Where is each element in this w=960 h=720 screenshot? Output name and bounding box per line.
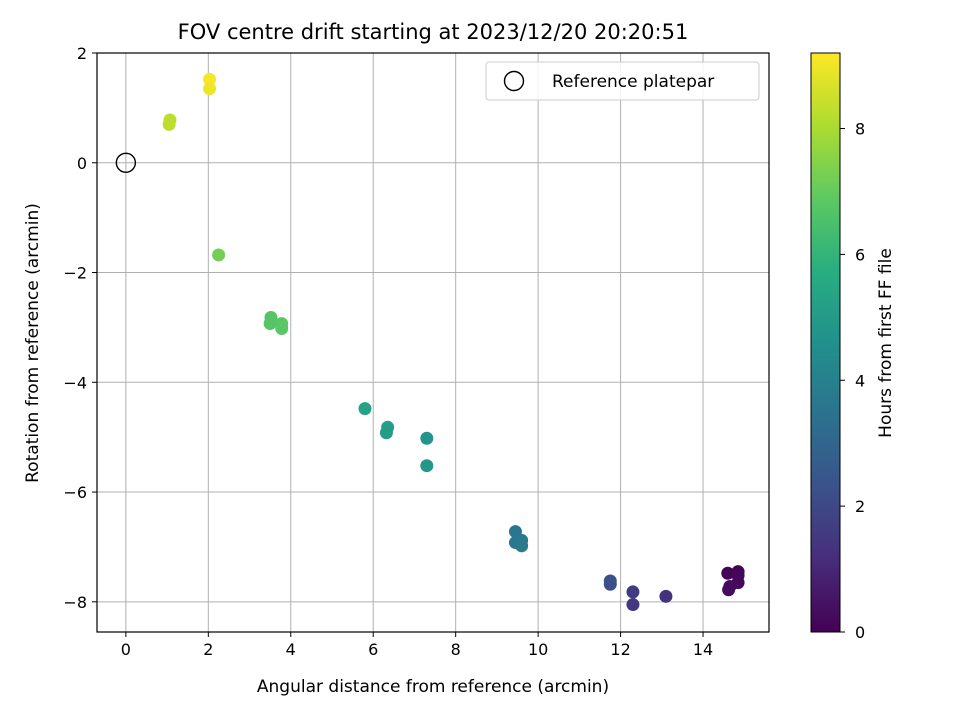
x-tick-label: 14 [693, 640, 713, 659]
colorbar-tick-label: 4 [855, 371, 865, 390]
colorbar-label: Hours from first FF file [876, 248, 896, 438]
x-tick-label: 10 [528, 640, 548, 659]
x-axis-ticks: 0 2 4 6 8 10 12 14 [121, 632, 713, 659]
data-point [659, 589, 673, 603]
x-tick-label: 6 [368, 640, 378, 659]
colorbar-tick-label: 8 [855, 120, 865, 139]
data-point [358, 402, 372, 416]
y-axis-ticks: −8 −6 −4 −2 0 2 [63, 44, 97, 612]
y-tick-label: −4 [63, 373, 87, 392]
y-tick-label: −8 [63, 593, 87, 612]
legend-reference-marker [503, 70, 525, 92]
x-tick-label: 12 [610, 640, 630, 659]
y-axis-label: Rotation from reference (arcmin) [23, 203, 43, 483]
data-point [212, 248, 226, 262]
legend-box [485, 61, 760, 101]
data-point [603, 577, 617, 591]
data-point [379, 426, 393, 440]
data-point [420, 459, 434, 473]
y-tick-label: 0 [77, 154, 87, 173]
data-point [203, 82, 217, 96]
y-tick-label: −6 [63, 483, 87, 502]
y-tick-label: −2 [63, 264, 87, 283]
reference-marker-group [115, 152, 137, 173]
x-axis-label: Angular distance from reference (arcmin) [257, 677, 609, 697]
reference-platepar-marker [115, 152, 137, 173]
data-point [721, 566, 735, 580]
colorbar-tick-label: 2 [855, 497, 865, 516]
x-tick-label: 8 [451, 640, 461, 659]
data-point [162, 117, 176, 131]
data-point [626, 598, 640, 612]
colorbar-tick-label: 0 [855, 623, 865, 642]
colorbar-ticks: 0 2 4 6 8 [840, 120, 865, 642]
y-tick-label: 2 [77, 44, 87, 63]
data-point [515, 539, 529, 553]
data-points [162, 72, 745, 612]
colorbar: 0 2 4 6 8 Hours from first FF file [810, 52, 896, 642]
legend: Reference platepar [485, 61, 760, 101]
data-point [275, 322, 289, 336]
data-point [420, 431, 434, 445]
plot-frame [96, 52, 770, 633]
data-point [626, 585, 640, 599]
legend-entry-reference-platepar: Reference platepar [552, 72, 714, 92]
x-tick-label: 4 [286, 640, 296, 659]
chart-title: FOV centre drift starting at 2023/12/20 … [178, 20, 689, 44]
data-point [722, 583, 736, 597]
x-tick-label: 2 [203, 640, 213, 659]
colorbar-gradient [810, 52, 841, 633]
data-point [263, 317, 277, 331]
grid [97, 52, 769, 632]
colorbar-tick-label: 6 [855, 245, 865, 264]
x-tick-label: 0 [121, 640, 131, 659]
data-point [203, 72, 217, 86]
